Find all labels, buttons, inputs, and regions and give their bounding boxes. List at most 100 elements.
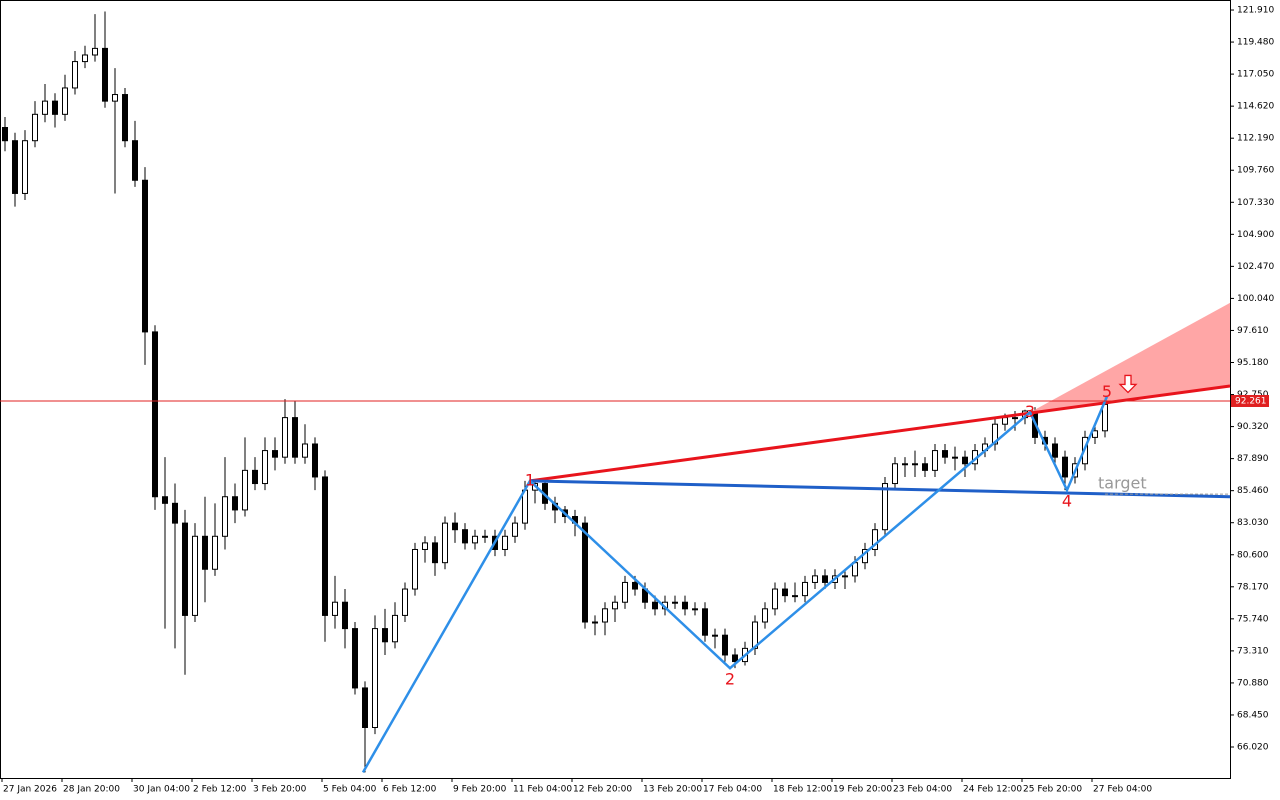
candle-body [12, 140, 18, 194]
candle-body [102, 47, 108, 102]
candle-body [232, 496, 238, 511]
candle-body [32, 113, 38, 142]
candle-body [372, 628, 378, 728]
y-tick-label: 68.450 [1237, 710, 1269, 720]
candle-body [332, 601, 338, 616]
candle-body [812, 575, 818, 583]
candle-body [402, 588, 408, 616]
y-tick-label: 95.180 [1237, 358, 1269, 368]
candle-body [962, 456, 968, 465]
price-tag-label: 92.261 [1235, 396, 1267, 406]
y-tick-label: 85.460 [1237, 486, 1269, 496]
x-tick-label: 25 Feb 20:00 [1023, 785, 1082, 795]
y-tick-label: 114.620 [1237, 102, 1274, 112]
candle-body [1092, 430, 1098, 438]
x-tick-label: 6 Feb 12:00 [383, 785, 437, 795]
target-label: target [1098, 474, 1147, 493]
candle-body [42, 100, 48, 115]
y-tick-label: 66.020 [1237, 743, 1269, 753]
candle-body [382, 628, 388, 643]
candle-body [252, 469, 258, 485]
y-tick-label: 119.480 [1237, 38, 1274, 48]
candle-body [162, 496, 168, 504]
candle-body [322, 476, 328, 616]
candle-body [72, 61, 78, 89]
candle-body [612, 601, 618, 610]
signal-arrow [1118, 374, 1138, 394]
candle-body [882, 483, 888, 531]
candle-body [732, 654, 738, 663]
candle-body [92, 47, 98, 56]
candle-body [62, 87, 68, 115]
wave-label: 1 [525, 470, 535, 489]
candle-body [422, 542, 428, 550]
candle-body [822, 575, 828, 583]
x-tick-label: 3 Feb 20:00 [253, 785, 307, 795]
candle-body [202, 535, 208, 570]
candle-body [132, 140, 138, 181]
price-tag [1231, 394, 1269, 407]
candle-body [112, 94, 118, 102]
x-tick-label: 28 Jan 20:00 [63, 785, 120, 795]
candle-body [192, 535, 198, 616]
candle-body [892, 463, 898, 485]
y-tick-label: 107.330 [1237, 198, 1274, 208]
candle-body [82, 54, 88, 63]
y-tick-label: 102.470 [1237, 262, 1274, 272]
wave-label: 5 [1102, 382, 1112, 401]
candle-body [512, 522, 518, 537]
y-tick-label: 75.740 [1237, 614, 1269, 624]
candle-body [772, 588, 778, 610]
candle-body [262, 450, 268, 485]
candle-body [582, 522, 588, 623]
candle-body [2, 127, 8, 142]
candle-body [712, 634, 718, 637]
candle-body [932, 450, 938, 471]
plot-frame [0, 0, 1231, 779]
candle-body [362, 687, 368, 728]
candle-body [302, 443, 308, 458]
x-tick-label: 19 Feb 20:00 [833, 785, 892, 795]
candle-body [352, 628, 358, 689]
y-tick-label: 87.890 [1237, 454, 1269, 464]
trend-line [529, 384, 1231, 483]
wave-line [361, 396, 1109, 773]
candle-body [592, 621, 598, 624]
candle-body [182, 522, 188, 616]
wave-label: 3 [1025, 402, 1035, 421]
candle-body [172, 502, 178, 524]
y-tick-label: 78.170 [1237, 582, 1269, 592]
candle-body [22, 140, 28, 194]
x-tick-label: 18 Feb 12:00 [773, 785, 832, 795]
y-tick-label: 70.880 [1237, 678, 1269, 688]
candle-body [462, 529, 468, 544]
candle-body [682, 601, 688, 610]
x-tick-label: 27 Jan 2026 [3, 785, 57, 795]
target-zone [1030, 302, 1230, 413]
candle-body [342, 601, 348, 630]
y-tick-label: 104.900 [1237, 230, 1274, 240]
x-tick-label: 24 Feb 12:00 [963, 785, 1022, 795]
candle-body [212, 535, 218, 570]
y-tick-label: 73.310 [1237, 646, 1269, 656]
candle-body [432, 542, 438, 564]
candle-body [602, 608, 608, 623]
x-tick-label: 23 Feb 04:00 [893, 785, 952, 795]
candle-body [1052, 443, 1058, 458]
candle-body [672, 601, 678, 604]
y-tick-label: 100.040 [1237, 294, 1274, 304]
x-tick-label: 5 Feb 04:00 [323, 785, 377, 795]
candle-body [912, 463, 918, 466]
candle-body [452, 522, 458, 531]
candle-body [122, 94, 128, 142]
candle-body [1012, 417, 1018, 420]
candle-body [502, 535, 508, 550]
candle-body [152, 331, 158, 498]
x-tick-label: 17 Feb 04:00 [703, 785, 762, 795]
candle-body [412, 548, 418, 590]
candle-body [392, 614, 398, 643]
y-tick-label: 80.600 [1237, 550, 1269, 560]
candle-body [272, 450, 278, 458]
candle-body [1062, 456, 1068, 478]
